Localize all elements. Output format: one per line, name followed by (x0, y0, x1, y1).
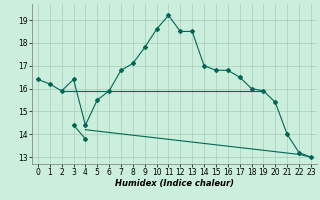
X-axis label: Humidex (Indice chaleur): Humidex (Indice chaleur) (115, 179, 234, 188)
